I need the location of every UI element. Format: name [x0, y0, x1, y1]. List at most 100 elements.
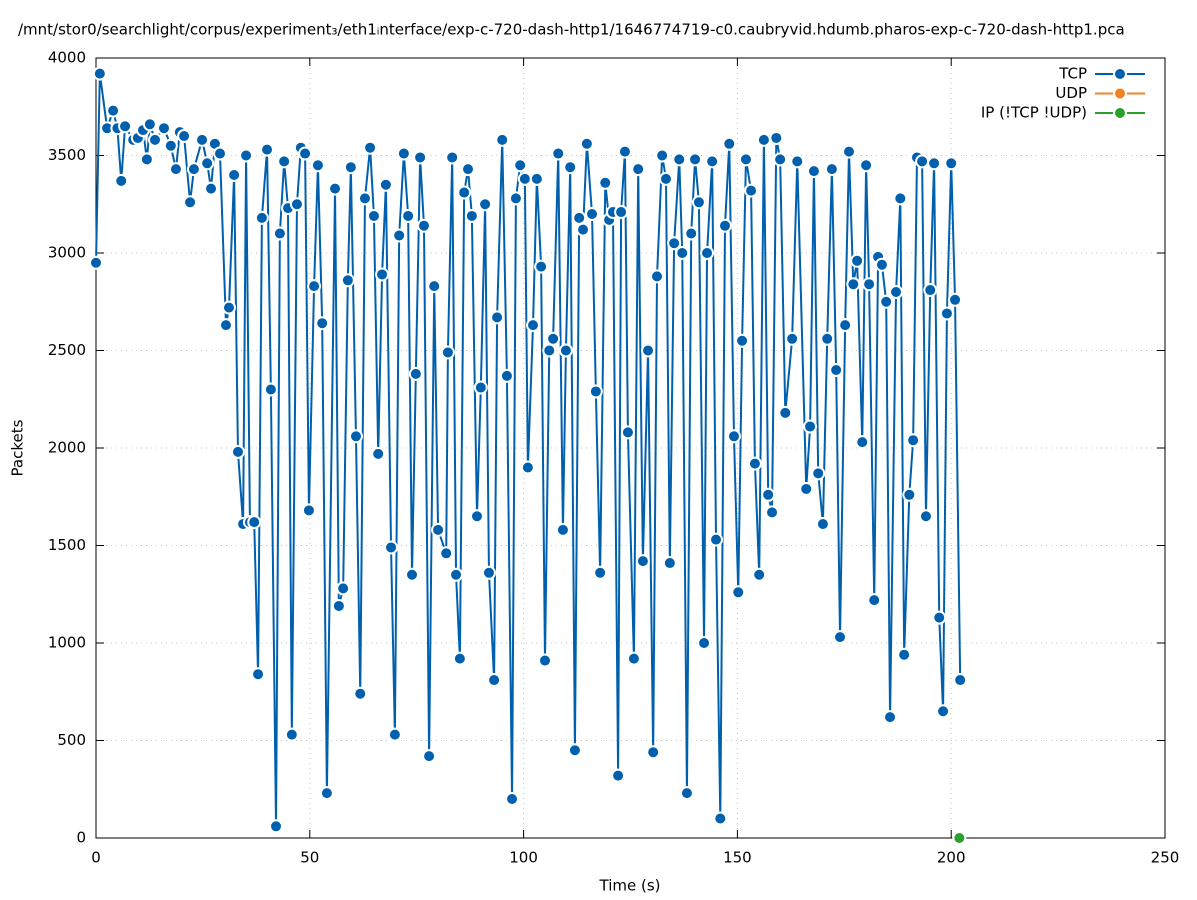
data-point [555, 522, 570, 537]
data-point [752, 567, 767, 582]
data-point [952, 831, 967, 845]
y-tick-label: 2500 [48, 341, 86, 359]
data-point [778, 405, 793, 420]
data-point [156, 121, 171, 136]
data-point [662, 556, 677, 571]
data-point [889, 285, 904, 299]
data-point [806, 164, 821, 179]
data-point [251, 667, 266, 682]
data-point [440, 345, 455, 360]
data-point [883, 710, 898, 725]
data-point [923, 283, 938, 298]
data-point [396, 146, 411, 161]
data-point [756, 132, 771, 147]
data-point [473, 380, 488, 395]
data-point [487, 673, 502, 688]
data-point [277, 154, 292, 169]
data-point [529, 171, 544, 186]
data-point [289, 197, 304, 212]
data-point [773, 152, 788, 167]
data-point [815, 517, 830, 532]
data-point [585, 207, 600, 221]
legend-swatch-point [1113, 67, 1127, 81]
data-point [163, 138, 178, 153]
data-point [879, 294, 894, 309]
x-tick-label: 100 [509, 849, 538, 867]
data-point [520, 460, 535, 475]
data-point [513, 158, 528, 173]
data-point [790, 154, 805, 169]
data-point [953, 673, 968, 688]
data-point [89, 255, 103, 270]
data-point [672, 152, 687, 167]
plot-frame [95, 57, 1166, 839]
data-point [269, 819, 284, 834]
data-point [254, 210, 269, 225]
data-point [646, 745, 661, 760]
data-point [850, 253, 865, 268]
legend-label: TCP [1058, 65, 1087, 83]
data-point [204, 181, 219, 196]
data-point [378, 177, 393, 192]
x-tick-label: 150 [723, 849, 752, 867]
data-point [867, 593, 882, 608]
data-point [688, 152, 703, 167]
data-point [106, 103, 121, 118]
data-point [684, 226, 699, 241]
data-point [588, 384, 603, 399]
data-point [416, 218, 431, 233]
data-point [833, 630, 848, 645]
data-point [546, 331, 561, 346]
data-point [906, 433, 921, 448]
data-point [445, 150, 460, 165]
data-point [247, 515, 262, 530]
data-point [431, 522, 446, 537]
data-point [859, 158, 874, 173]
y-tick-label: 500 [57, 731, 86, 749]
data-point [392, 228, 407, 243]
x-tick-label: 200 [937, 849, 966, 867]
data-point [675, 246, 690, 260]
legend-label: UDP [1055, 84, 1087, 102]
data-point [340, 273, 355, 288]
data-point [936, 704, 951, 719]
data-point [310, 158, 325, 173]
data-point [272, 226, 287, 241]
data-point [747, 456, 762, 471]
data-point [572, 210, 587, 225]
data-point [667, 236, 682, 251]
data-point [260, 142, 275, 157]
data-point [824, 162, 839, 177]
legend-label: IP (!TCP !UDP) [981, 104, 1087, 122]
data-point [183, 195, 198, 210]
data-point [195, 132, 210, 147]
data-point [371, 446, 386, 461]
data-point [92, 66, 107, 81]
data-point [307, 279, 322, 294]
data-point [939, 306, 954, 321]
data-point [598, 175, 613, 190]
data-point [620, 425, 635, 440]
data-point [186, 162, 201, 177]
y-tick-label: 1000 [48, 634, 86, 652]
data-point [464, 208, 479, 223]
data-point [495, 132, 510, 147]
data-point [301, 503, 316, 518]
data-point [218, 318, 233, 333]
data-point [679, 786, 694, 801]
data-point [142, 117, 157, 132]
data-point [461, 162, 476, 177]
data-point [328, 181, 343, 196]
y-tick-label: 2000 [48, 439, 86, 457]
data-point [558, 343, 573, 358]
x-axis-label: Time (s) [599, 877, 661, 895]
data-point [785, 331, 800, 346]
x-tick-label: 0 [91, 849, 101, 867]
data-point [658, 171, 673, 186]
y-tick-label: 1500 [48, 536, 86, 554]
legend-swatch-point [1113, 106, 1127, 120]
data-point [315, 316, 330, 331]
data-point [842, 144, 857, 159]
data-point [829, 363, 844, 377]
data-point [239, 148, 254, 163]
